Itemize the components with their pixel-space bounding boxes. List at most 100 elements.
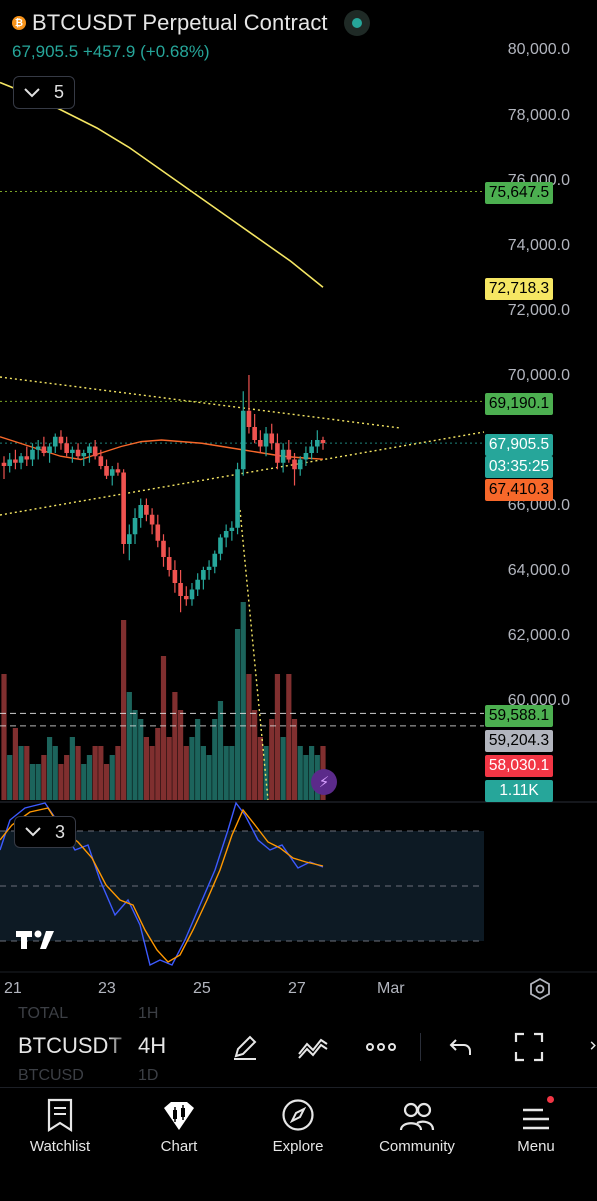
drop-trendline (239, 509, 269, 801)
draw-pen-icon[interactable] (227, 1029, 263, 1065)
redo-icon[interactable] (578, 1029, 597, 1065)
volume-bar (274, 674, 281, 800)
price-axis-label: 64,000.0 (507, 562, 570, 579)
candle-body (70, 449, 75, 453)
symbol-picker-next[interactable]: BTCUSD (18, 1067, 84, 1084)
candle-body (81, 453, 87, 457)
price-chart[interactable] (0, 0, 597, 1005)
candle-body (87, 446, 92, 453)
ma-orange-label[interactable]: 67,410.3 (485, 479, 553, 501)
candle-body (235, 469, 240, 528)
resistance-trendline (0, 376, 401, 429)
candle-body (218, 537, 223, 554)
volume-bar (189, 737, 195, 800)
candle-body (41, 446, 47, 453)
interval-picker-next[interactable]: 1D (138, 1067, 159, 1084)
volume-bar (35, 764, 41, 800)
price-change: +457.9 (82, 42, 136, 61)
level-label[interactable]: 59,588.1 (485, 705, 553, 727)
nav-chart[interactable]: Chart (124, 1088, 234, 1155)
price-axis-label: 62,000.0 (507, 627, 570, 644)
explore-icon (282, 1099, 314, 1131)
candlesticks (1, 375, 326, 613)
fullscreen-icon[interactable] (511, 1029, 547, 1065)
nav-community[interactable]: Community (362, 1088, 472, 1155)
nav-explore[interactable]: Explore (243, 1088, 353, 1155)
volume-bar (286, 674, 292, 800)
candle-body (7, 459, 12, 466)
candle-body (58, 436, 64, 444)
candle-body (258, 440, 263, 447)
tradingview-logo (16, 927, 60, 958)
volume-bar (206, 755, 212, 800)
candle-body (246, 410, 252, 427)
nav-menu[interactable]: Menu (481, 1088, 591, 1155)
candle-body (30, 449, 35, 460)
candle-body (98, 456, 104, 466)
oscillator-toggle-button[interactable]: 3 (14, 816, 76, 848)
volume-bar (257, 737, 263, 800)
chart-header: ₿ BTCUSDT Perpetual Contract 67,905.5 +4… (12, 10, 370, 62)
candle-body (92, 446, 98, 457)
market-open-icon[interactable] (343, 10, 370, 36)
volume-bar (86, 755, 93, 800)
chevron-down-icon (25, 827, 41, 837)
volume-bar (263, 746, 269, 800)
candle-body (183, 596, 189, 600)
volume-bar (143, 737, 150, 800)
volume-bar (195, 719, 201, 800)
candle-body (275, 443, 280, 463)
interval-picker[interactable]: 4H (138, 1033, 167, 1058)
price-axis-label: 60,000.0 (507, 692, 570, 709)
time-axis-label: 25 (193, 980, 211, 997)
nav-watchlist[interactable]: Watchlist (5, 1088, 115, 1155)
indicators-icon[interactable] (295, 1029, 331, 1065)
candle-body (64, 443, 69, 453)
interval-picker-prev[interactable]: 1H (138, 1005, 159, 1022)
volume-bar (212, 719, 218, 800)
more-icon[interactable] (363, 1029, 399, 1065)
undo-icon[interactable] (443, 1029, 479, 1065)
symbol-picker[interactable]: BTCUSDT (18, 1033, 122, 1058)
symbol-title[interactable]: BTCUSDT Perpetual Contract (32, 10, 328, 35)
candle-body (195, 579, 200, 590)
indicators-toggle-button[interactable]: 5 (13, 76, 75, 109)
candle-body (303, 453, 309, 460)
ma-yellow-label[interactable]: 72,718.3 (485, 278, 553, 300)
level-label[interactable]: 59,204.3 (485, 730, 553, 752)
oscillator-pane (0, 801, 597, 973)
candle-body (144, 505, 149, 515)
time-axis-label: 27 (288, 980, 306, 997)
time-axis-label: Mar (377, 980, 405, 997)
time-axis-label: 21 (4, 980, 22, 997)
community-icon (399, 1102, 435, 1131)
candle-body (178, 583, 183, 596)
candle-body (166, 557, 172, 570)
candle-body (280, 449, 286, 463)
last-price-label[interactable]: 67,905.5 (485, 434, 553, 456)
volume-bar (41, 755, 47, 800)
chart-toolbar: TOTAL BTCUSDT BTCUSD 1H 4H 1D (0, 1005, 597, 1087)
bottom-navigation: Watchlist Chart Explore Community Menu (0, 1087, 597, 1201)
volume-bar (280, 737, 286, 800)
candle-body (292, 459, 297, 470)
candle-body (104, 466, 109, 476)
menu-icon (523, 1108, 549, 1130)
oscillator-count: 3 (54, 821, 65, 842)
candle-body (263, 433, 269, 447)
candle-body (269, 433, 275, 444)
lightning-icon[interactable]: ⚡ (311, 769, 337, 795)
volume-bar (29, 764, 36, 800)
level-label[interactable]: 75,647.5 (485, 182, 553, 204)
price-change-pct: (+0.68%) (140, 42, 210, 61)
level-label[interactable]: 69,190.1 (485, 393, 553, 415)
chart-settings-icon[interactable] (528, 977, 552, 1001)
volume-bar (132, 710, 138, 800)
price-axis-label: 72,000.0 (507, 302, 570, 319)
bitcoin-icon: ₿ (12, 16, 26, 30)
level-label[interactable]: 58,030.1 (485, 755, 553, 777)
candle-body (320, 440, 326, 444)
time-axis-label: 23 (98, 980, 116, 997)
price-axis-label: 78,000.0 (507, 107, 570, 124)
symbol-picker-prev[interactable]: TOTAL (18, 1005, 69, 1022)
